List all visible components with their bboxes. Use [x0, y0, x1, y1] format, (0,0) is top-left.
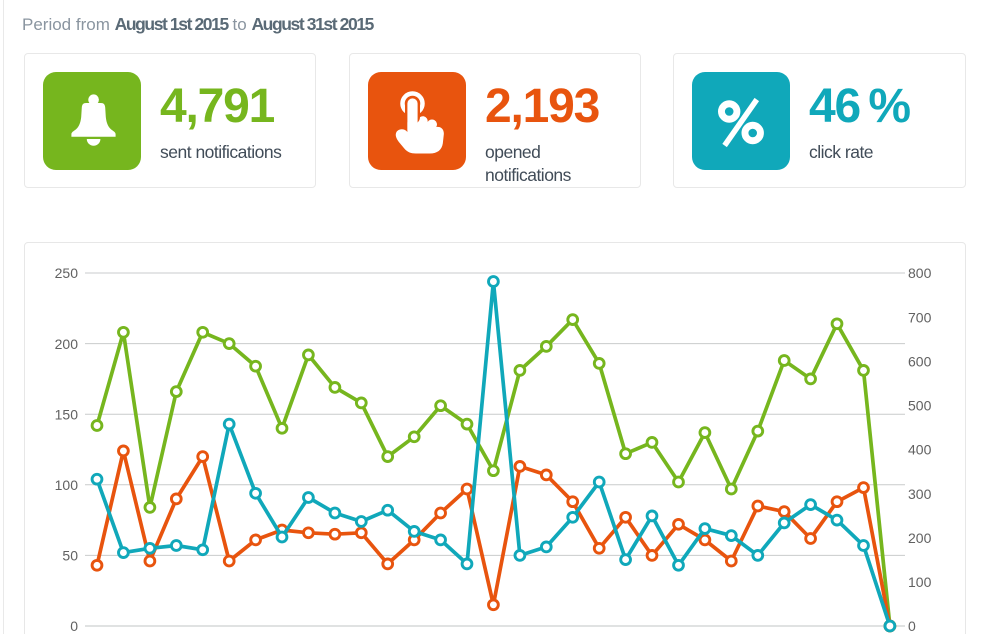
svg-text:200: 200: [908, 530, 932, 546]
svg-text:400: 400: [908, 442, 932, 458]
svg-text:50: 50: [62, 548, 78, 564]
svg-text:200: 200: [55, 336, 79, 352]
svg-text:500: 500: [908, 398, 932, 414]
svg-text:250: 250: [55, 265, 79, 281]
svg-text:300: 300: [908, 486, 932, 502]
svg-text:700: 700: [908, 309, 932, 325]
svg-text:800: 800: [908, 265, 932, 281]
svg-text:0: 0: [908, 618, 916, 634]
svg-text:0: 0: [70, 618, 78, 634]
svg-text:100: 100: [908, 574, 932, 590]
svg-text:600: 600: [908, 353, 932, 369]
svg-text:150: 150: [55, 406, 79, 422]
svg-text:100: 100: [55, 477, 79, 493]
